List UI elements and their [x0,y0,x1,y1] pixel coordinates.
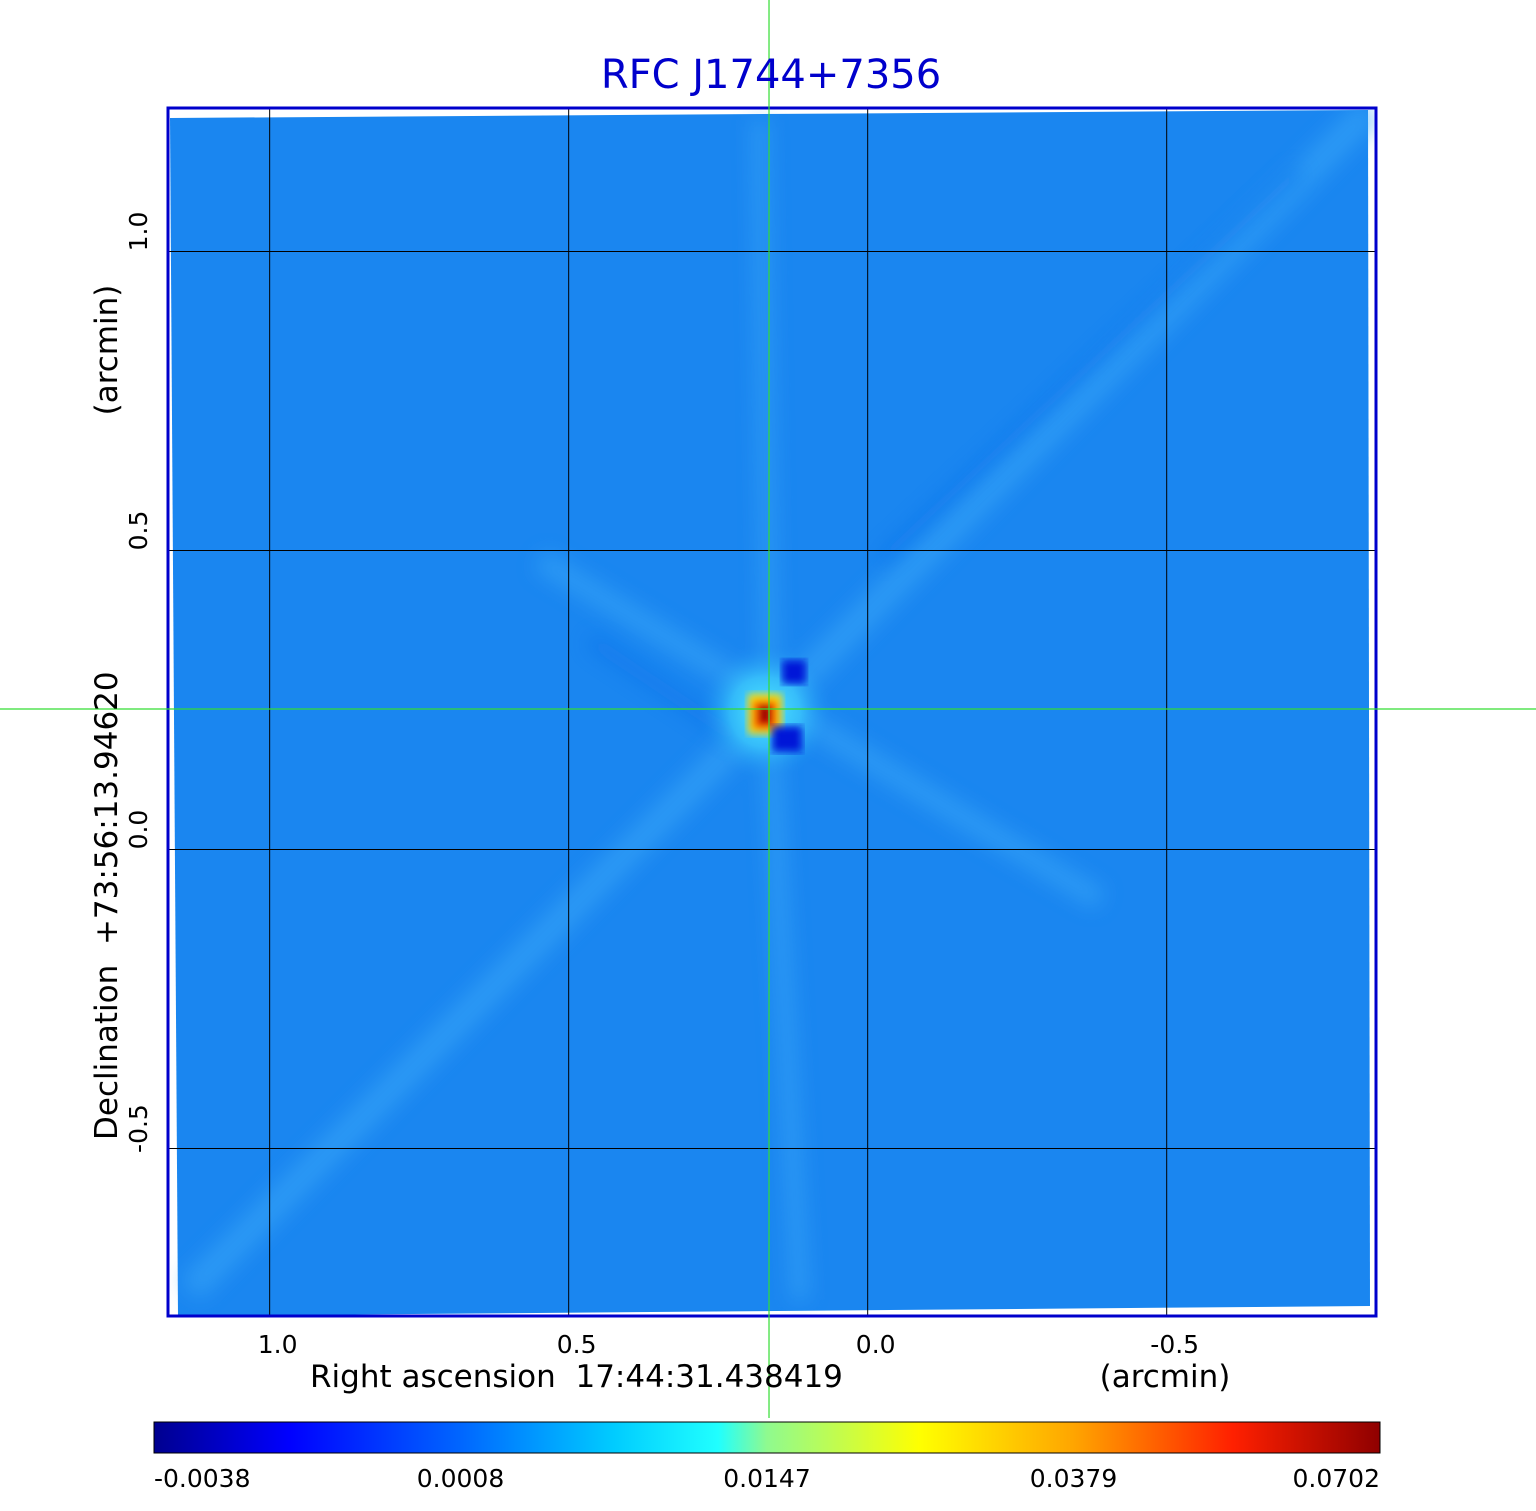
colorbar-tick-label: 0.0147 [723,1464,810,1493]
colorbar [153,1421,1381,1454]
negative-spot-upper [782,660,806,684]
x-tick-label: 0.5 [557,1330,597,1359]
x-axis-unit: (arcmin) [1100,1359,1231,1395]
negative-spot-lower [772,726,802,752]
chart-title: RFC J1744+7356 [601,52,941,98]
x-axis-label: Right ascension 17:44:31.438419 [310,1359,843,1395]
y-axis-unit: (arcmin) [89,285,125,416]
y-tick-label: -0.5 [124,1104,153,1153]
colorbar-tick-label: 0.0702 [1293,1464,1380,1493]
colorbar-tick-label: 0.0379 [1030,1464,1117,1493]
colorbar-tick-labels: -0.0038 0.0008 0.0147 0.0379 0.0702 [154,1464,1380,1493]
source-core [748,694,782,734]
colorbar-tick-label: -0.0038 [154,1464,251,1493]
x-tick-label: 1.0 [258,1330,298,1359]
coordinate-grid [168,108,1376,1316]
map-image [168,108,1376,1316]
colorbar-tick-label: 0.0008 [417,1464,504,1493]
x-tick-label: 0.0 [856,1330,896,1359]
y-tick-labels: 1.0 0.5 0.0 -0.5 [124,212,153,1153]
x-tick-label: -0.5 [1150,1330,1199,1359]
plot-frame [166,106,1378,1318]
x-tick-labels: 1.0 0.5 0.0 -0.5 [258,1330,1199,1359]
y-tick-label: 1.0 [124,212,153,252]
y-axis-label: Declination +73:56:13.94620 [89,671,125,1140]
y-tick-label: 0.0 [124,810,153,850]
y-tick-label: 0.5 [124,511,153,551]
